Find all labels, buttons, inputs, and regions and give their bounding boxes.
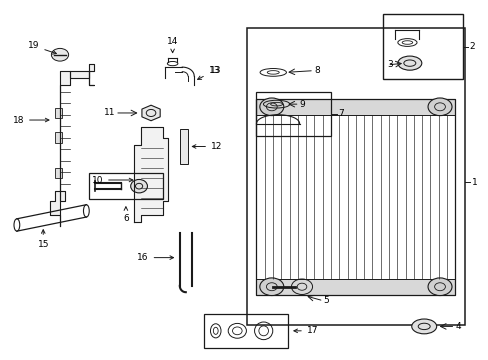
Text: 10: 10 xyxy=(91,176,133,185)
Text: 11: 11 xyxy=(103,108,115,117)
Text: 15: 15 xyxy=(38,230,49,249)
Text: 6: 6 xyxy=(123,207,128,222)
Bar xyxy=(246,28,464,325)
Text: 14: 14 xyxy=(166,37,178,53)
Text: 4: 4 xyxy=(454,322,460,331)
Circle shape xyxy=(259,98,283,116)
Polygon shape xyxy=(50,64,93,226)
Circle shape xyxy=(427,278,451,296)
Text: 19: 19 xyxy=(28,41,56,54)
Bar xyxy=(55,132,62,143)
Text: 3: 3 xyxy=(386,60,392,69)
Bar xyxy=(55,108,62,118)
Polygon shape xyxy=(134,127,167,222)
Text: 9: 9 xyxy=(299,100,305,109)
Circle shape xyxy=(259,278,283,296)
Text: 13: 13 xyxy=(197,66,220,80)
Circle shape xyxy=(427,98,451,116)
Circle shape xyxy=(51,48,68,61)
Ellipse shape xyxy=(130,180,147,193)
Ellipse shape xyxy=(411,319,436,334)
Bar xyxy=(256,279,454,294)
Bar xyxy=(203,314,287,348)
Text: 12: 12 xyxy=(192,142,222,151)
Text: 7: 7 xyxy=(337,109,343,118)
Bar xyxy=(256,99,454,115)
Bar xyxy=(383,14,462,80)
Text: 2: 2 xyxy=(469,42,474,51)
Text: 1: 1 xyxy=(471,178,477,187)
Bar xyxy=(55,168,62,178)
Ellipse shape xyxy=(397,56,421,70)
Bar xyxy=(256,99,454,294)
Text: 8: 8 xyxy=(313,66,319,75)
Text: 13: 13 xyxy=(209,66,221,75)
Text: 18: 18 xyxy=(13,116,49,125)
Text: 16: 16 xyxy=(137,253,173,262)
Bar xyxy=(180,129,188,164)
Bar xyxy=(89,173,163,199)
Text: 17: 17 xyxy=(293,326,318,335)
Text: 5: 5 xyxy=(323,296,328,305)
Bar xyxy=(256,92,330,136)
